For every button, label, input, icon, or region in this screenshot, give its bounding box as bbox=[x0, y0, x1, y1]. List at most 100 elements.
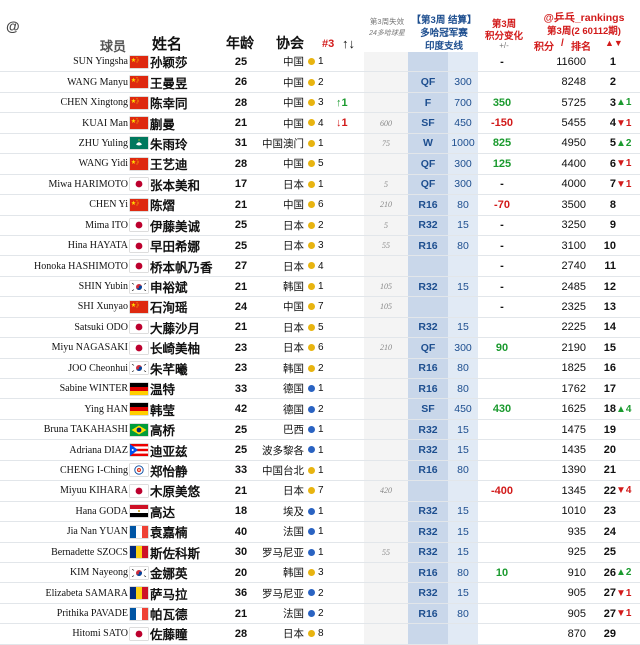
association-rank: 6 bbox=[318, 337, 336, 359]
association-rank-change bbox=[336, 439, 364, 461]
tournament-result: R16 bbox=[408, 194, 448, 216]
flag-icon bbox=[128, 562, 150, 584]
total-points: 2485 bbox=[526, 276, 586, 298]
player-association: 德国 bbox=[256, 378, 304, 400]
association-dot-icon bbox=[304, 419, 318, 441]
header-name: 姓名 bbox=[152, 36, 183, 53]
player-association: 中国 bbox=[256, 296, 304, 318]
association-rank-change bbox=[336, 398, 364, 420]
association-rank-change bbox=[336, 235, 364, 257]
world-rank: 27 bbox=[586, 603, 616, 625]
world-rank: 15 bbox=[586, 337, 616, 359]
world-rank-change bbox=[616, 52, 640, 73]
flag-icon bbox=[128, 317, 150, 339]
tournament-result bbox=[408, 296, 448, 318]
world-rank-change bbox=[616, 378, 640, 400]
player-association: 日本 bbox=[256, 215, 304, 236]
flag-icon bbox=[128, 153, 150, 175]
points-change: 10 bbox=[478, 562, 526, 584]
tournament-points: 80 bbox=[448, 378, 478, 400]
world-rank-change bbox=[616, 460, 640, 482]
macau-flag-icon bbox=[130, 137, 148, 150]
player-english-name: WANG Manyu bbox=[0, 71, 128, 93]
association-dot-icon bbox=[304, 317, 318, 339]
tournament-points: 700 bbox=[448, 92, 478, 114]
expiring-points bbox=[364, 501, 408, 523]
tournament-points: 300 bbox=[448, 153, 478, 175]
points-change: - bbox=[478, 235, 526, 257]
world-rank: 7 bbox=[586, 174, 616, 196]
player-english-name: CHEN Xingtong bbox=[0, 92, 128, 114]
player-chinese-name: 大藤沙月 bbox=[150, 317, 226, 339]
china-flag-icon bbox=[130, 198, 148, 211]
tournament-result bbox=[408, 255, 448, 277]
germany-flag-icon bbox=[130, 382, 148, 395]
player-english-name: SHI Xunyao bbox=[0, 296, 128, 318]
association-rank-change bbox=[336, 194, 364, 216]
player-age: 33 bbox=[226, 378, 256, 400]
player-age: 33 bbox=[226, 460, 256, 482]
player-association: 中国澳门 bbox=[256, 133, 304, 155]
player-association: 中国 bbox=[256, 71, 304, 93]
player-english-name: KIM Nayeong bbox=[0, 562, 128, 584]
world-rank-change bbox=[616, 419, 640, 441]
player-chinese-name: 张本美和 bbox=[150, 174, 226, 196]
player-english-name: Miyuu KIHARA bbox=[0, 480, 128, 502]
player-english-name: Sabine WINTER bbox=[0, 378, 128, 400]
total-points: 4400 bbox=[526, 153, 586, 175]
tournament-result: F bbox=[408, 92, 448, 114]
association-rank-change bbox=[336, 582, 364, 604]
player-english-name: SUN Yingsha bbox=[0, 52, 128, 73]
world-rank-change: ▼1 bbox=[616, 174, 640, 196]
player-chinese-name: 韩莹 bbox=[150, 398, 226, 420]
player-chinese-name: 斯佐科斯 bbox=[150, 542, 226, 563]
world-rank-change bbox=[616, 235, 640, 257]
total-points: 910 bbox=[526, 562, 586, 584]
association-dot-icon bbox=[304, 255, 318, 277]
association-dot-icon bbox=[304, 358, 318, 380]
tournament-points: 1000 bbox=[448, 133, 478, 155]
association-rank: 1 bbox=[318, 521, 336, 543]
world-rank-change bbox=[616, 215, 640, 236]
player-chinese-name: 郑怡静 bbox=[150, 460, 226, 482]
player-english-name: Jia Nan YUAN bbox=[0, 521, 128, 543]
player-association: 巴西 bbox=[256, 419, 304, 441]
romania-flag-icon bbox=[130, 587, 148, 600]
expiring-points bbox=[364, 317, 408, 339]
japan-flag-icon bbox=[130, 178, 148, 191]
points-change bbox=[478, 460, 526, 482]
china-flag-icon bbox=[130, 76, 148, 89]
association-rank: 6 bbox=[318, 194, 336, 216]
expiring-points: 210 bbox=[364, 337, 408, 359]
association-rank-change bbox=[336, 521, 364, 543]
world-rank-change bbox=[616, 337, 640, 359]
player-association: 韩国 bbox=[256, 358, 304, 380]
table-row: Hina HAYATA 早田希娜 25 日本 3 55 R16 80-3100 10 bbox=[0, 235, 640, 257]
association-rank-change bbox=[336, 276, 364, 298]
points-change: - bbox=[478, 255, 526, 277]
world-rank: 24 bbox=[586, 521, 616, 543]
association-rank-change bbox=[336, 501, 364, 523]
expiring-points bbox=[364, 603, 408, 625]
player-association: 韩国 bbox=[256, 562, 304, 584]
player-association: 日本 bbox=[256, 255, 304, 277]
player-english-name: Prithika PAVADE bbox=[0, 603, 128, 625]
tournament-result: R32 bbox=[408, 501, 448, 523]
brand-label: @乒乓_rankings bbox=[543, 12, 625, 24]
association-rank-change bbox=[336, 317, 364, 339]
tournament-result: R16 bbox=[408, 235, 448, 257]
player-association: 法国 bbox=[256, 603, 304, 625]
tournament-points: 15 bbox=[448, 521, 478, 543]
points-change: - bbox=[478, 296, 526, 318]
tournament-result bbox=[408, 52, 448, 73]
association-dot-icon bbox=[304, 603, 318, 625]
flag-icon bbox=[128, 337, 150, 359]
player-age: 24 bbox=[226, 296, 256, 318]
total-points: 2740 bbox=[526, 255, 586, 277]
flag-icon bbox=[128, 398, 150, 420]
china-flag-icon bbox=[130, 157, 148, 170]
total-points: 1475 bbox=[526, 419, 586, 441]
world-rank-change: ▼4 bbox=[616, 480, 640, 502]
table-row: SUN Yingsha 孙颖莎 25 中国 1-11600 1 bbox=[0, 52, 640, 73]
tournament-points: 450 bbox=[448, 112, 478, 134]
